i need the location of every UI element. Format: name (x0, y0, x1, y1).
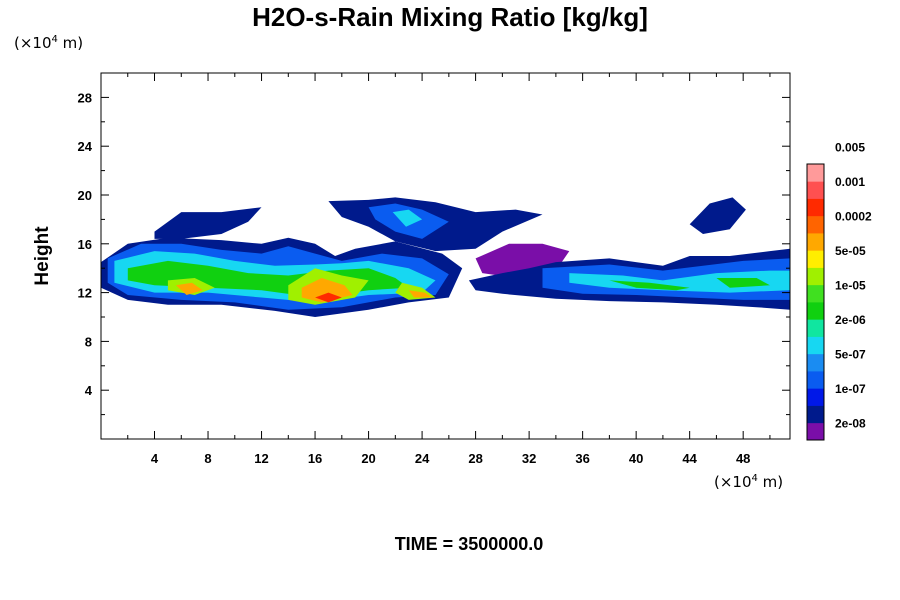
y-axis: 4 8 12 16 20 24 28 (78, 72, 790, 416)
y-axis-unit: (×104 m) (14, 34, 83, 52)
field-region-10 (315, 292, 342, 303)
colorbar-swatch (807, 388, 824, 406)
data-field (101, 197, 790, 317)
colorbar: 2e-08 1e-07 5e-07 2e-06 1e-05 5e-05 0.0002 0.00… (806, 140, 872, 441)
colorbar-swatch (807, 164, 824, 182)
x-axis-unit: (×104 m) (714, 473, 783, 491)
time-label: TIME = 3500000.0 (395, 534, 544, 554)
colorbar-label: 2e-06 (835, 313, 866, 327)
x-tick-label: 40 (629, 451, 643, 466)
colorbar-swatch (807, 319, 824, 337)
colorbar-label: 1e-07 (835, 382, 866, 396)
chart-title: H2O-s-Rain Mixing Ratio [kg/kg] (252, 2, 648, 32)
colorbar-label: 2e-08 (835, 416, 866, 430)
y-tick-label: 20 (78, 188, 92, 203)
colorbar-swatch (807, 353, 824, 372)
y-tick-label: 24 (78, 139, 93, 154)
colorbar-swatch (807, 422, 824, 441)
x-tick-label: 8 (204, 451, 211, 466)
colorbar-label: 0.0002 (835, 209, 872, 223)
x-tick-label: 28 (468, 451, 482, 466)
x-tick-label: 20 (361, 451, 375, 466)
colorbar-swatch (807, 336, 824, 355)
colorbar-swatch (807, 302, 824, 320)
field-region-20 (609, 280, 690, 291)
y-tick-label: 4 (85, 383, 93, 398)
x-tick-label: 16 (308, 451, 322, 466)
colorbar-swatch (807, 198, 824, 217)
colorbar-swatch (807, 215, 824, 234)
x-tick-label: 4 (151, 451, 159, 466)
x-axis: 4 8 12 16 20 24 28 32 36 40 44 48 (127, 73, 771, 466)
field-region-7 (175, 282, 203, 295)
colorbar-swatch (807, 233, 824, 251)
x-tick-label: 32 (522, 451, 536, 466)
plot-frame (100, 72, 791, 440)
colorbar-label: 5e-05 (835, 244, 866, 258)
y-tick-label: 16 (78, 237, 92, 252)
y-tick-label: 8 (85, 334, 92, 349)
colorbar-swatch (807, 405, 824, 424)
x-tick-label: 48 (736, 451, 750, 466)
colorbar-label: 0.005 (835, 140, 865, 154)
field-region-9 (408, 290, 433, 298)
y-axis-title: Height (32, 226, 53, 286)
x-tick-label: 12 (254, 451, 268, 466)
colorbar-swatch (807, 181, 824, 199)
field-region-21 (716, 278, 770, 288)
field-region-17 (689, 197, 746, 234)
x-tick-label: 36 (575, 451, 589, 466)
colorbar-frame (806, 163, 825, 441)
y-tick-label: 28 (78, 90, 92, 105)
colorbar-swatch (807, 371, 824, 389)
colorbar-swatch (807, 284, 824, 303)
y-tick-label: 12 (78, 286, 92, 301)
colorbar-swatch (807, 250, 824, 268)
field-region-8 (301, 278, 353, 303)
field-region-14 (392, 209, 423, 227)
x-tick-label: 24 (415, 451, 430, 466)
colorbar-swatch (807, 267, 824, 286)
colorbar-label: 0.001 (835, 175, 865, 189)
x-tick-label: 44 (682, 451, 697, 466)
field-region-11 (154, 207, 262, 239)
colorbar-label: 5e-07 (835, 347, 866, 361)
colorbar-label: 1e-05 (835, 278, 866, 292)
